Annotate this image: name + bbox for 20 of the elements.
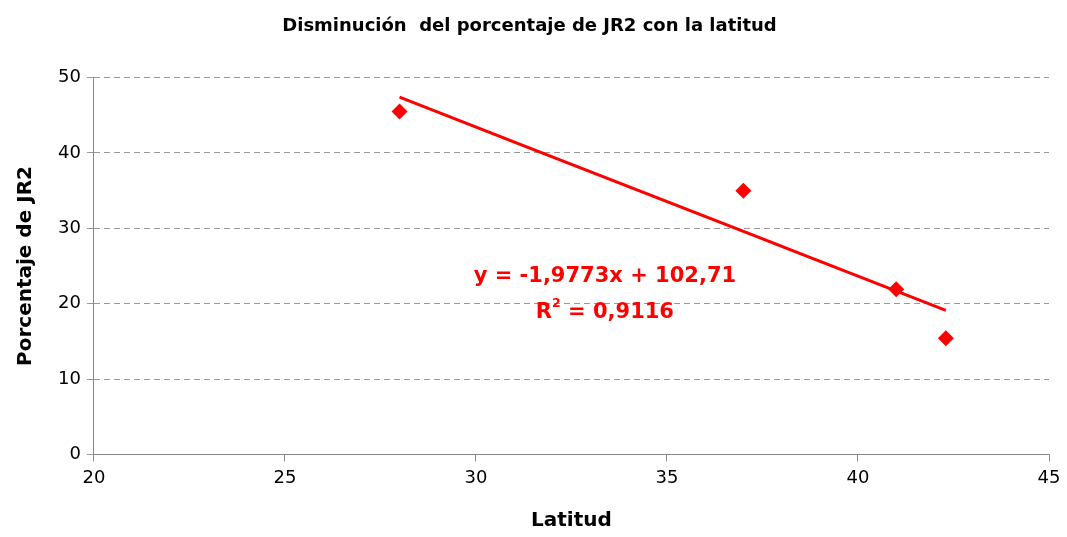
y-axis-title: Porcentaje de JR2 (12, 166, 37, 366)
chart-title: Disminución del porcentaje de JR2 con la latitud (282, 14, 777, 36)
y-tick-label: 50 (58, 65, 81, 87)
y-tick-label: 0 (69, 442, 81, 464)
point (391, 103, 408, 120)
x-tick-label: 45 (1037, 465, 1061, 487)
y-tick-label: 30 (58, 215, 81, 237)
point (735, 182, 752, 199)
point (888, 281, 905, 298)
y-tick-label: 20 (58, 291, 81, 313)
x-tick-label: 40 (846, 465, 870, 487)
x-tick-label: 30 (464, 465, 488, 487)
annotation: y = -1,9773x + 102,71 (473, 263, 737, 287)
x-tick-label: 25 (273, 465, 297, 487)
y-tick-label: 40 (58, 140, 81, 162)
x-tick-label: 35 (655, 465, 679, 487)
y-tick-label: 10 (58, 366, 81, 388)
x-axis-title: Latitud (531, 507, 612, 532)
x-tick-label: 20 (82, 465, 106, 487)
point (937, 330, 954, 347)
